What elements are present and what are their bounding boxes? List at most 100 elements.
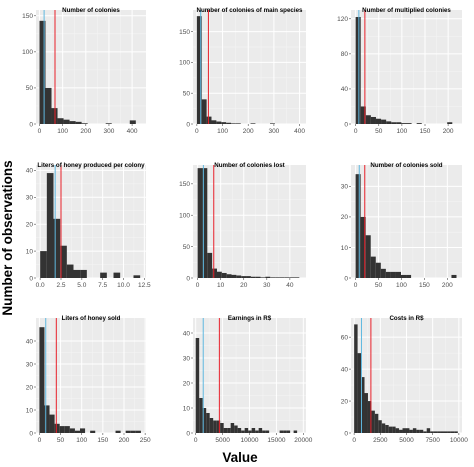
x-tick-label: 5.0 [77,282,86,289]
panel-title: Costs in R$ [389,315,424,322]
histogram-bar [412,428,417,433]
x-tick-label: 0.0 [36,282,45,289]
histogram-bar [130,430,136,433]
histogram-bar [365,115,371,124]
histogram-bar [60,245,67,278]
panel-title: Number of colonies of main species [197,7,303,14]
y-tick-label: 120 [337,16,348,23]
histogram-bar [46,173,54,278]
histogram-bar [437,431,441,433]
histogram-bar [250,276,256,278]
histogram-bar [241,430,245,433]
histogram-bar [357,353,362,433]
histogram-bar [113,272,121,278]
x-tick-label: 0 [38,437,42,444]
histogram-bar [260,277,266,278]
x-tick-label: 100 [76,437,87,444]
histogram-bar [66,264,74,278]
x-tick-label: 0 [195,128,199,135]
x-tick-label: 200 [119,437,130,444]
histogram-bar [381,423,386,433]
y-tick-label: 20 [26,384,34,391]
histogram-bar [388,426,393,433]
histogram-bar [367,401,372,433]
x-tick-label: 150 [97,437,108,444]
histogram-bar [440,431,444,433]
x-tick-label: 0 [194,437,198,444]
histogram-bar [202,408,207,433]
histogram-bar [401,123,407,124]
y-tick-label: 20 [341,214,349,221]
histogram-bar [416,123,422,124]
histogram-bar [451,274,457,278]
histogram-bar [206,116,212,124]
y-tick-label: 30 [183,355,191,362]
histogram-bar [355,17,361,125]
x-tick-label: 7.5 [98,282,107,289]
histogram-panel-6: Number of colonies sold 0 50 100 150 200 0 10 20… [341,162,462,289]
histogram-bar [221,122,227,124]
y-tick-label: 50 [183,90,191,97]
histogram-bar [370,256,376,278]
y-tick-label: 40 [26,168,34,175]
x-tick-label: 150 [420,128,431,135]
histogram-bar [216,420,221,433]
histogram-bar [375,262,381,278]
y-tick-label: 20 [183,380,191,387]
histogram-bar [57,118,64,124]
histogram-bar [59,426,65,433]
histogram-bar [262,430,266,433]
histogram-bar [443,431,448,433]
histogram-bar [396,122,402,124]
histogram-bar [80,428,86,433]
x-tick-label: 300 [104,128,115,135]
y-tick-label: 0 [344,121,348,128]
y-tick-label: 100 [179,213,190,220]
x-tick-label: 0 [354,128,358,135]
x-tick-label: 5000 [399,437,414,444]
histogram-bar [53,218,61,278]
histogram-bar [49,414,55,433]
histogram-bar [360,106,366,124]
figure-y-axis-label: Number of observations [0,160,15,315]
histogram-bar [354,324,358,433]
histogram-bar [270,277,276,278]
histogram-bar [380,268,386,278]
histogram-bar [447,431,451,433]
histogram-panel-4: Liters of honey produced per colony 0.0 2.… [26,162,151,289]
y-tick-label: 0 [344,275,348,282]
histogram-bar [45,87,52,124]
histogram-bar [135,430,141,433]
histogram-bar [216,121,222,124]
x-tick-label: 10.0 [117,282,130,289]
histogram-bar [400,274,407,278]
histogram-bar [216,271,222,278]
histogram-bar [402,428,406,433]
histogram-bar [244,428,249,433]
panel-title: Liters of honey sold [62,315,121,322]
y-tick-label: 0 [344,430,348,437]
histogram-bar [199,398,203,433]
y-tick-label: 10 [341,245,349,252]
y-tick-label: 150 [179,181,190,188]
histogram-bar [69,121,76,124]
x-tick-label: 15000 [267,437,285,444]
x-tick-label: 12.5 [138,282,151,289]
histogram-panel-5: Number of colonies lost 0 10 20 30 40 0 50 100 15… [179,162,306,289]
histogram-bar [294,277,300,278]
x-tick-label: 30 [263,282,271,289]
histogram-bar [365,235,371,278]
histogram-panel-2: Number of colonies of main species 0 100 20… [179,7,306,135]
histogram-bar [385,425,389,433]
y-tick-label: 30 [26,361,34,368]
histogram-bar [405,428,410,433]
x-tick-label: 200 [243,128,254,135]
histogram-bar [100,272,107,278]
histogram-bar [115,430,121,433]
histogram-bar [75,121,82,124]
histogram-bar [395,271,401,278]
histogram-bar [74,430,80,433]
histogram-bar [255,430,259,433]
histogram-bar [381,119,387,124]
